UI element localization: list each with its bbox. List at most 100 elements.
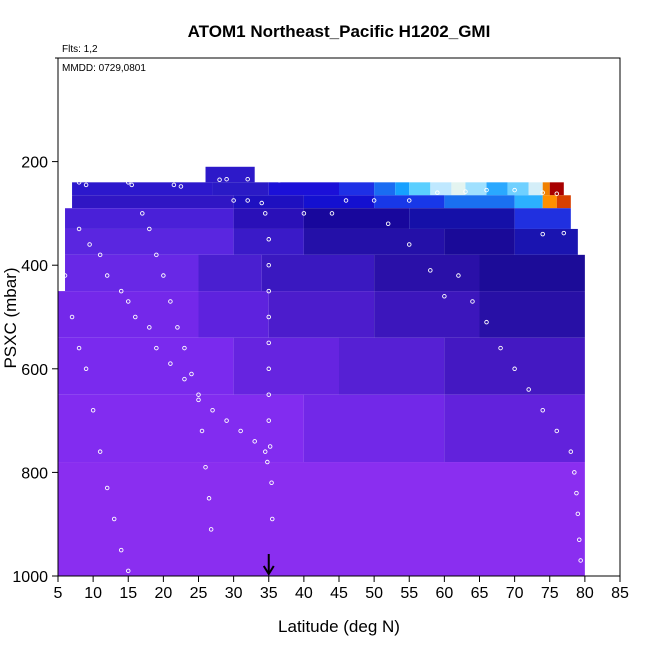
data-point: [484, 319, 489, 325]
x-tick-label: 70: [506, 585, 524, 602]
heatmap-cell: [444, 228, 515, 255]
data-point: [301, 211, 307, 216]
heatmap-cell: [339, 182, 375, 196]
data-point: [125, 180, 131, 185]
heatmap-cell: [465, 182, 487, 196]
data-point: [168, 299, 173, 304]
data-point: [118, 547, 124, 553]
data-point: [574, 490, 579, 496]
heatmap-cell: [374, 291, 480, 338]
heatmap-cell: [444, 394, 585, 463]
data-point: [561, 230, 567, 236]
heatmap-cell: [268, 291, 375, 338]
x-tick-label: 50: [365, 585, 383, 602]
data-point: [385, 221, 391, 227]
heatmap-cell: [303, 208, 410, 229]
x-tick-label: 65: [471, 585, 489, 602]
heatmap-cell: [65, 228, 234, 255]
x-tick-label: 20: [154, 585, 172, 602]
x-tick-label: 25: [190, 585, 208, 602]
data-point: [267, 444, 273, 449]
heatmap-cell: [303, 228, 445, 255]
x-tick-label: 10: [84, 585, 102, 602]
data-point: [262, 211, 268, 216]
data-point: [62, 273, 68, 278]
data-point: [76, 345, 82, 351]
heatmap-cell: [374, 182, 396, 196]
heatmap-cell: [409, 182, 431, 196]
heatmap-cell: [65, 254, 199, 292]
x-axis-label: Latitude (deg N): [278, 617, 400, 636]
data-point: [238, 428, 243, 434]
data-point: [266, 418, 272, 423]
data-point: [76, 180, 82, 185]
y-axis: 200 400 600 800 1000: [12, 57, 58, 586]
data-point: [498, 345, 503, 351]
heatmap-cell: [65, 208, 234, 229]
data-point: [266, 237, 272, 242]
heatmap-cell: [205, 166, 255, 183]
heatmap-cell: [72, 195, 234, 209]
heatmap-cell: [430, 182, 452, 196]
heatmap-cell: [374, 195, 445, 209]
data-point: [540, 407, 545, 413]
heatmap-cell: [212, 182, 269, 196]
data-point: [265, 459, 270, 465]
heatmap-cell: [58, 337, 234, 395]
data-point: [90, 407, 96, 413]
y-tick-label: 800: [21, 465, 48, 482]
heatmap-cell: [268, 182, 339, 196]
x-tick-label: 60: [435, 585, 453, 602]
data-point: [578, 558, 583, 563]
heatmap-cell: [233, 208, 304, 229]
data-point: [133, 314, 138, 320]
data-point: [245, 198, 250, 203]
heatmap-cell: [409, 208, 515, 229]
data-point: [182, 376, 187, 382]
heatmap-cell: [233, 228, 304, 255]
data-point: [371, 198, 377, 203]
flights-label: Flts: 1,2: [62, 44, 98, 55]
data-point: [329, 211, 335, 216]
data-point: [118, 288, 124, 294]
data-point: [470, 299, 475, 304]
heatmap-cell: [444, 337, 585, 395]
data-point: [252, 439, 257, 444]
heatmap-cell: [479, 254, 585, 292]
heatmap-layer: [58, 166, 585, 576]
heatmap-cell: [233, 195, 304, 209]
heatmap-cell: [198, 254, 262, 292]
data-point: [435, 190, 440, 195]
y-tick-label: 400: [21, 258, 48, 275]
heatmap-cell: [303, 195, 375, 209]
data-point: [69, 314, 75, 320]
x-tick-label: 55: [400, 585, 418, 602]
heatmap-cell: [444, 195, 515, 209]
heatmap-cell: [72, 182, 213, 196]
data-point: [87, 242, 92, 247]
data-point: [456, 273, 461, 278]
heatmap-cell: [303, 394, 445, 463]
x-tick-label: 80: [576, 585, 594, 602]
heatmap-cell: [451, 182, 466, 196]
data-point: [175, 325, 180, 330]
x-tick-label: 35: [260, 585, 278, 602]
data-point: [572, 470, 577, 475]
heatmap-cell: [507, 182, 529, 196]
data-point: [262, 449, 268, 454]
x-tick-label: 40: [295, 585, 313, 602]
data-point: [224, 418, 229, 423]
x-tick-label: 45: [330, 585, 348, 602]
data-point: [129, 182, 135, 188]
data-point: [104, 485, 110, 491]
data-point: [154, 345, 159, 351]
data-point: [266, 314, 272, 320]
data-point: [407, 198, 412, 203]
y-tick-label: 600: [21, 362, 48, 379]
data-point: [147, 325, 152, 330]
heatmap-cell: [374, 254, 480, 292]
heatmap-cell: [528, 182, 543, 196]
heatmap-cell: [486, 182, 508, 196]
marker-arrow-head: [262, 565, 275, 576]
